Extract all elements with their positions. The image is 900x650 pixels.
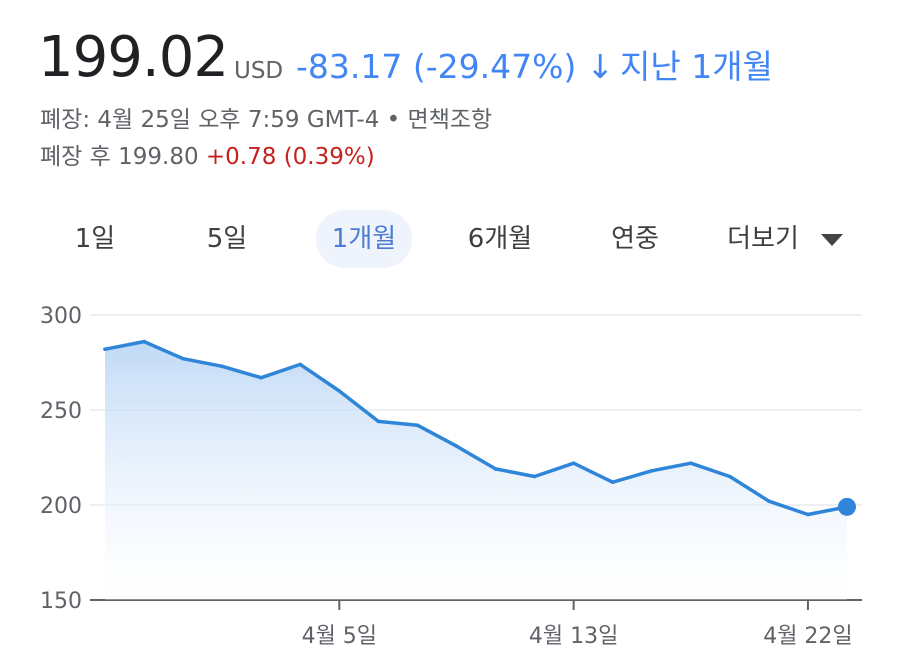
y-tick-label: 200 xyxy=(40,494,82,519)
price-chart: 300 250 200 150 4월 5일 4월 13일 4월 22일 xyxy=(40,304,862,649)
tab-label: 1일 xyxy=(74,224,116,254)
tab-5-day[interactable]: 5일 xyxy=(182,210,272,268)
data-point xyxy=(610,480,615,485)
tab-1-day[interactable]: 1일 xyxy=(50,210,140,268)
data-point xyxy=(571,461,576,466)
arrow-down-icon: ↓ xyxy=(586,47,615,86)
data-point xyxy=(259,375,264,380)
y-tick-label: 300 xyxy=(40,304,82,329)
data-point xyxy=(493,467,498,471)
data-point xyxy=(454,444,459,448)
change-value: -83.17 (-29.47%) xyxy=(296,47,577,86)
data-point xyxy=(688,461,693,466)
data-point xyxy=(181,356,185,361)
data-point xyxy=(220,364,224,369)
x-tick-label: 4월 13일 xyxy=(529,624,618,649)
data-point xyxy=(103,347,107,352)
x-tick-label: 4월 22일 xyxy=(763,624,852,649)
tab-1-month[interactable]: 1개월 xyxy=(316,210,412,268)
period-label: 지난 1개월 xyxy=(620,47,773,86)
tab-label: 더보기 xyxy=(727,224,799,254)
stock-price: 199.02 xyxy=(38,25,229,90)
data-point xyxy=(376,419,381,424)
tab-6-month[interactable]: 6개월 xyxy=(450,210,550,268)
data-point xyxy=(767,499,771,504)
after-hours-line: 폐장 후 199.80 +0.78 (0.39%) xyxy=(40,137,375,171)
price-line xyxy=(103,339,849,517)
tab-label: 연중 xyxy=(611,224,659,254)
range-tabs: 1일 5일 1개월 6개월 연중 더보기 xyxy=(30,210,870,270)
x-tick-label: 4월 5일 xyxy=(302,624,377,649)
data-point xyxy=(337,389,342,393)
caret-down-icon xyxy=(820,233,843,246)
data-point xyxy=(415,423,420,428)
tab-more[interactable]: 더보기 xyxy=(710,210,860,268)
data-point xyxy=(728,474,732,479)
data-point xyxy=(806,512,810,517)
tab-label: 1개월 xyxy=(331,224,397,254)
currency-label: USD xyxy=(234,58,284,84)
price-area-fill xyxy=(105,341,847,600)
y-tick-label: 250 xyxy=(40,399,82,424)
tab-label: 5일 xyxy=(206,224,248,254)
price-change: -83.17 (-29.47%) ↓ 지난 1개월 xyxy=(296,44,773,90)
current-price-marker xyxy=(838,497,856,516)
data-point xyxy=(142,339,146,344)
data-point xyxy=(298,362,303,367)
data-point xyxy=(532,474,537,479)
data-point xyxy=(649,469,654,473)
after-hours-price: 폐장 후 199.80 xyxy=(40,144,199,170)
y-tick-label: 150 xyxy=(40,589,82,614)
close-time-line: 폐장: 4월 25일 오후 7:59 GMT-4 • 면책조항 xyxy=(40,107,493,133)
tab-ytd[interactable]: 연중 xyxy=(590,210,680,268)
after-hours-change: +0.78 (0.39%) xyxy=(205,144,375,170)
tab-label: 6개월 xyxy=(467,224,533,254)
